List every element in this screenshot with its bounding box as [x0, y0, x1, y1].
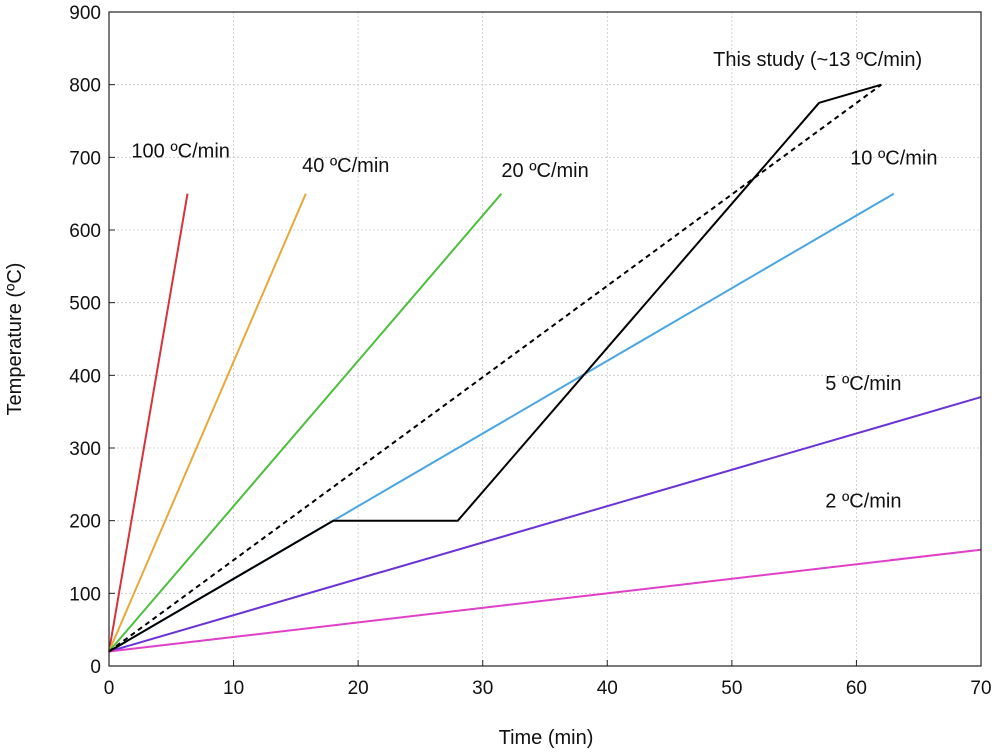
series-line-40-c-min	[108, 193, 307, 652]
x-tick-label: 60	[846, 678, 867, 699]
x-tick-label: 40	[597, 678, 618, 699]
y-tick-label: 500	[69, 294, 101, 315]
y-tick-label: 400	[69, 366, 101, 387]
grid	[109, 12, 981, 666]
y-tick-label: 800	[69, 76, 101, 97]
x-tick-label: 0	[104, 678, 115, 699]
series-label: 100 ºC/min	[131, 140, 229, 162]
series-label: 10 ºC/min	[850, 148, 937, 170]
y-tick-label: 600	[69, 221, 101, 242]
x-tick-label: 70	[970, 678, 991, 699]
x-tick-label: 50	[721, 678, 742, 699]
y-tick-label: 200	[69, 512, 101, 533]
series-group	[108, 83, 982, 653]
y-axis-title: Temperature (ºC)	[4, 263, 26, 416]
series-label: This study (~13 ºC/min)	[713, 49, 922, 71]
series-label: 5 ºC/min	[825, 373, 901, 395]
series-line-2-c-min	[108, 548, 982, 653]
series-line-reference-dashed	[108, 83, 882, 653]
y-axis-ticks: 0 100 200 300 400 500 600 700 800 900	[69, 3, 115, 678]
series-line-5-c-min	[108, 396, 982, 653]
y-tick-label: 100	[69, 584, 101, 605]
y-tick-label: 300	[69, 439, 101, 460]
series-label: 20 ºC/min	[501, 160, 588, 182]
y-tick-label: 900	[69, 3, 101, 24]
x-tick-label: 30	[472, 678, 493, 699]
series-line-20-c-min	[108, 193, 503, 653]
y-tick-label: 700	[69, 148, 101, 169]
series-line-100-c-min	[108, 193, 189, 652]
x-axis-title: Time (min)	[499, 727, 594, 749]
series-label: 40 ºC/min	[302, 155, 389, 177]
series-label: 2 ºC/min	[825, 491, 901, 513]
y-tick-label: 0	[90, 657, 101, 678]
series-labels: 100 ºC/min 40 ºC/min 20 ºC/min 10 ºC/min Thi…	[131, 49, 937, 513]
x-axis-ticks: 0 10 20 30 40 50 60 70	[104, 660, 992, 699]
x-tick-label: 10	[223, 678, 244, 699]
series-line-this-study-13-c-min	[108, 83, 882, 653]
x-tick-label: 20	[348, 678, 369, 699]
plot-frame	[108, 11, 982, 667]
